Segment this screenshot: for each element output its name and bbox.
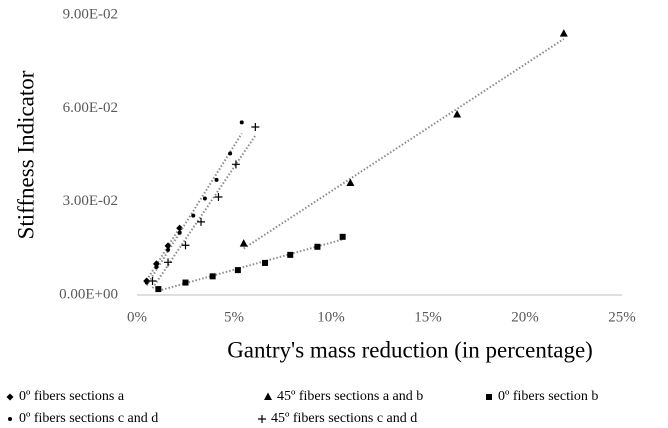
legend-item: 0º fibers section b xyxy=(486,389,598,404)
marker xyxy=(228,151,233,156)
legend-item: 0º fibers sections a xyxy=(6,389,125,404)
marker xyxy=(239,120,244,125)
trendline xyxy=(158,238,343,292)
y-tick-label: 3.00E-02 xyxy=(63,193,118,209)
legend-label: 0º fibers sections c and d xyxy=(19,411,158,426)
marker xyxy=(287,251,294,258)
legend-label: 0º fibers sections a xyxy=(19,389,125,404)
trendline xyxy=(151,134,257,289)
marker xyxy=(152,260,160,268)
marker xyxy=(346,178,355,186)
marker xyxy=(234,267,241,274)
trendline xyxy=(145,227,181,281)
trendline xyxy=(145,132,243,286)
marker xyxy=(197,217,206,226)
marker xyxy=(181,241,190,250)
marker xyxy=(182,279,189,286)
marker xyxy=(155,286,162,293)
marker xyxy=(164,258,173,267)
marker xyxy=(262,259,269,266)
marker xyxy=(559,29,568,37)
y-axis-title: Stiffness Indicator xyxy=(13,70,38,239)
marker xyxy=(164,242,172,250)
marker xyxy=(239,239,248,247)
marker xyxy=(177,230,182,235)
marker xyxy=(144,280,149,285)
marker xyxy=(258,415,266,423)
marker xyxy=(8,417,12,421)
marker xyxy=(231,160,240,169)
legend-label: 45º fibers sections c and d xyxy=(271,411,417,426)
x-tick-label: 25% xyxy=(608,309,636,325)
marker xyxy=(154,265,159,269)
marker xyxy=(251,123,260,131)
legend-item: 45º fibers sections c and d xyxy=(258,411,417,426)
marker xyxy=(191,213,196,218)
legend-label: 45º fibers sections a and b xyxy=(277,389,423,404)
marker xyxy=(214,193,223,201)
x-tick-label: 0% xyxy=(127,309,147,325)
x-tick-label: 20% xyxy=(511,309,539,325)
trendline xyxy=(243,38,565,250)
marker xyxy=(214,177,219,182)
legend-label: 0º fibers section b xyxy=(498,389,598,404)
x-tick-label: 5% xyxy=(224,309,244,325)
legend-item: 45º fibers sections a and b xyxy=(264,389,423,404)
marker xyxy=(176,224,184,232)
x-axis-title: Gantry's mass reduction (in percentage) xyxy=(227,337,593,362)
marker xyxy=(486,394,492,400)
marker xyxy=(314,243,321,250)
marker xyxy=(453,110,462,118)
y-tick-label: 6.00E-02 xyxy=(63,100,118,116)
marker xyxy=(209,273,216,280)
marker xyxy=(264,392,272,400)
marker xyxy=(166,247,171,252)
marker xyxy=(202,196,207,201)
marker xyxy=(6,393,14,401)
legend-item: 0º fibers sections c and d xyxy=(8,411,158,426)
x-tick-label: 15% xyxy=(414,309,442,325)
y-tick-label: 0.00E+00 xyxy=(59,286,118,302)
marker xyxy=(148,277,157,285)
y-tick-label: 9.00E-02 xyxy=(63,6,118,22)
marker xyxy=(339,233,346,240)
x-tick-label: 10% xyxy=(317,309,345,325)
